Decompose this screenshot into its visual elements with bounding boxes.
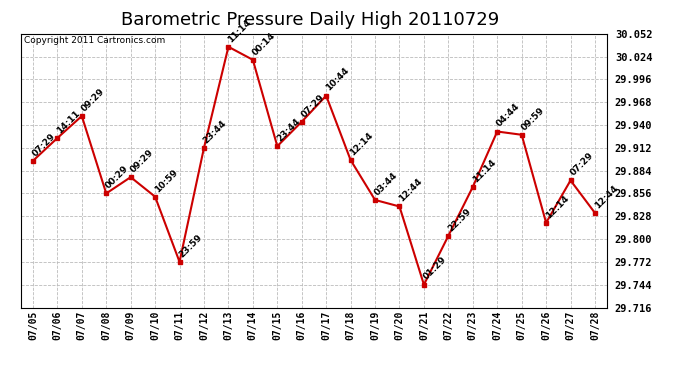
Text: 22:59: 22:59 [446,206,473,233]
Text: 03:44: 03:44 [373,171,400,197]
Text: 23:59: 23:59 [177,232,204,259]
Text: 12:14: 12:14 [544,193,571,220]
Text: 00:14: 00:14 [250,30,277,57]
Text: 09:59: 09:59 [520,105,546,132]
Text: 09:29: 09:29 [79,87,106,113]
Text: 11:14: 11:14 [226,17,253,44]
Text: 12:44: 12:44 [593,183,620,210]
Text: 14:11: 14:11 [55,109,82,135]
Text: 12:44: 12:44 [397,177,424,204]
Text: 12:14: 12:14 [348,130,375,157]
Text: Barometric Pressure Daily High 20110729: Barometric Pressure Daily High 20110729 [121,11,500,29]
Text: Copyright 2011 Cartronics.com: Copyright 2011 Cartronics.com [23,36,165,45]
Text: 10:59: 10:59 [153,167,179,194]
Text: 07:29: 07:29 [299,92,326,119]
Text: 23:44: 23:44 [275,117,302,143]
Text: 23:44: 23:44 [201,118,228,145]
Text: 04:44: 04:44 [495,102,522,129]
Text: 07:29: 07:29 [569,151,595,178]
Text: 00:29: 00:29 [104,164,130,190]
Text: 10:44: 10:44 [324,66,351,93]
Text: 11:14: 11:14 [471,158,497,184]
Text: 09:29: 09:29 [128,148,155,174]
Text: 07:29: 07:29 [31,131,57,158]
Text: 01:29: 01:29 [422,255,448,282]
